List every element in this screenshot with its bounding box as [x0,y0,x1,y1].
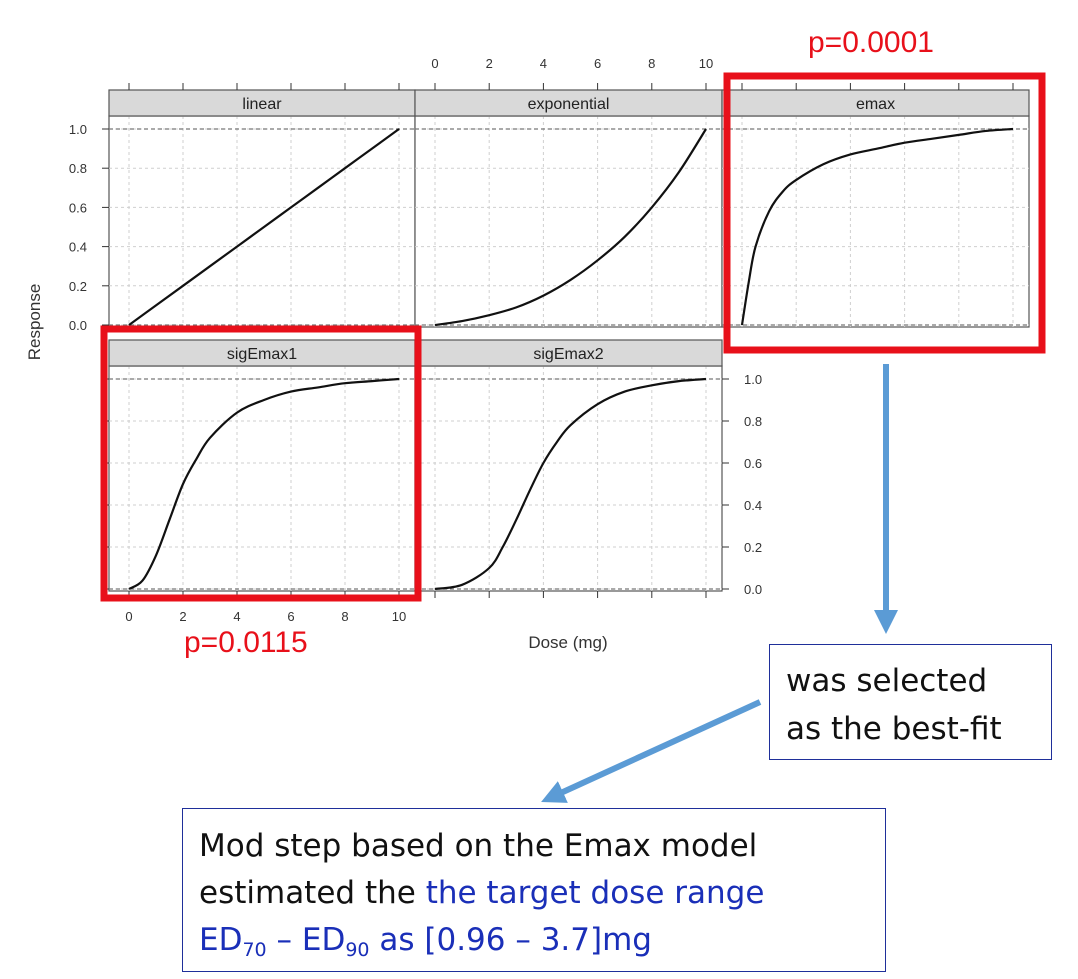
tick-label-x-bottom: 8 [341,609,348,624]
strip-label: emax [856,96,895,113]
tick-label-y-right: 1.0 [744,372,762,387]
mod-line-1: Mod step based on the Emax model [199,828,758,864]
strip [108,339,416,367]
tick-label-x-top: 8 [648,56,655,71]
strip-label: sigEmax2 [533,346,603,363]
strip-label: linear [242,96,282,113]
tick-label-x-top: 4 [540,56,547,71]
best-fit-note: was selected as the best-fit [769,644,1052,760]
tick-label-y-right: 0.6 [744,456,762,471]
ed-dash: – [266,922,302,958]
panel-emax: emax [721,89,1030,328]
highlight-box-sigemax1 [100,325,422,602]
tick-label-x-top: 10 [699,56,713,71]
tick-label-x-bottom: 0 [125,609,132,624]
tick-label-y-right: 0.8 [744,414,762,429]
mod-line-3: ED70 – ED90 as [0.96 – 3.7]mg [199,917,885,974]
series-line-exponential [434,128,707,327]
panel-frame [414,365,723,592]
panel-sigEmax1: sigEmax1 [108,339,416,592]
tick-label-y-left: 0.4 [69,240,87,255]
strip [414,89,723,117]
tick-label-y-left: 0.8 [69,161,87,176]
panel-sigEmax2: sigEmax2 [414,339,723,592]
mod-line-2: estimated the the target dose range [199,870,885,917]
series-line-emax [740,127,1014,326]
series-line-linear [128,128,400,326]
tick-label-x-bottom: 6 [287,609,294,624]
mod-line-2-b: the target dose range [425,875,765,911]
panel-frame [414,115,723,328]
mod-step-note: Mod step based on the Emax model estimat… [182,808,886,972]
panel-linear: linear [108,89,416,328]
strip-label: exponential [528,96,610,113]
best-fit-line-2: as the best-fit [786,711,1002,747]
mod-line-2-a: estimated the [199,875,426,911]
ed-rest: as [0.96 – 3.7]mg [369,922,652,958]
strip [414,339,723,367]
panel-exponential: exponential [414,89,723,328]
panel-frame [721,115,1030,328]
tick-label-y-right: 0.0 [744,582,762,597]
arrow-diagonal [541,699,762,803]
tick-label-x-bottom: 10 [392,609,406,624]
tick-label-y-right: 0.4 [744,498,762,513]
tick-label-x-top: 2 [486,56,493,71]
p-value-sigemax1: p=0.0115 [184,626,308,659]
p-value-emax: p=0.0001 [808,26,934,59]
ed-base-1: ED [199,922,243,958]
tick-label-y-left: 1.0 [69,122,87,137]
ed-sub-2: 90 [345,939,370,961]
x-axis-label: Dose (mg) [528,633,607,652]
tick-label-y-right: 0.2 [744,540,762,555]
panel-frame [108,115,416,328]
y-axis-label: Response [25,284,44,361]
ed-sub-1: 70 [242,939,267,961]
ed-base-2: ED [301,922,346,958]
tick-label-y-left: 0.6 [69,200,87,215]
strip [721,89,1030,117]
best-fit-line-1: was selected [786,663,988,699]
series-line-sigEmax1 [128,377,400,590]
strip [108,89,416,117]
strip-label: sigEmax1 [227,346,297,363]
tick-label-x-top: 0 [431,56,438,71]
tick-label-x-bottom: 2 [179,609,186,624]
tick-label-x-top: 6 [594,56,601,71]
tick-label-x-bottom: 4 [233,609,240,624]
series-line-sigEmax2 [434,377,707,591]
tick-label-y-left: 0.0 [69,318,87,333]
highlight-box-emax [723,72,1046,354]
tick-label-y-left: 0.2 [69,279,87,294]
panel-frame [108,365,416,592]
